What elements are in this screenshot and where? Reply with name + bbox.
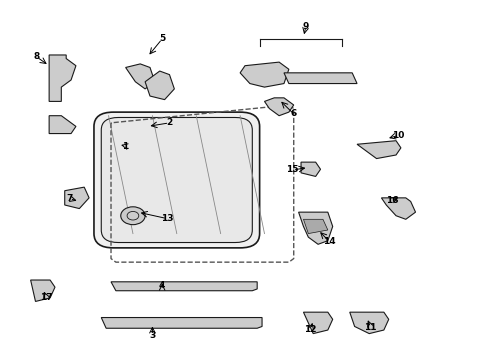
Text: 16: 16 [386, 196, 398, 205]
Polygon shape [111, 282, 257, 291]
Circle shape [121, 207, 145, 225]
Polygon shape [303, 312, 333, 334]
Text: 9: 9 [303, 22, 309, 31]
Polygon shape [145, 71, 174, 100]
Text: 3: 3 [149, 331, 155, 340]
Text: 6: 6 [291, 109, 297, 118]
Polygon shape [125, 64, 155, 89]
Polygon shape [65, 187, 89, 208]
Text: 11: 11 [365, 323, 377, 332]
Polygon shape [357, 141, 401, 158]
Polygon shape [284, 73, 357, 84]
Text: 7: 7 [67, 194, 73, 203]
Text: 8: 8 [33, 52, 40, 61]
Polygon shape [240, 62, 289, 87]
Polygon shape [298, 212, 333, 244]
Text: 13: 13 [161, 214, 173, 223]
Text: 2: 2 [167, 118, 172, 127]
Polygon shape [301, 162, 320, 176]
Polygon shape [265, 98, 294, 116]
Polygon shape [303, 219, 328, 234]
FancyBboxPatch shape [101, 117, 252, 243]
Text: 10: 10 [392, 131, 405, 140]
Polygon shape [49, 55, 76, 102]
FancyBboxPatch shape [94, 112, 260, 248]
Text: 17: 17 [40, 293, 52, 302]
Text: 1: 1 [122, 141, 129, 150]
Polygon shape [49, 116, 76, 134]
Text: 4: 4 [159, 281, 165, 290]
Polygon shape [350, 312, 389, 334]
Polygon shape [30, 280, 55, 301]
Text: 15: 15 [287, 166, 299, 175]
Text: 14: 14 [323, 237, 336, 246]
Polygon shape [381, 198, 416, 219]
Polygon shape [101, 318, 262, 328]
Text: 12: 12 [304, 325, 317, 334]
Text: 5: 5 [159, 35, 165, 44]
